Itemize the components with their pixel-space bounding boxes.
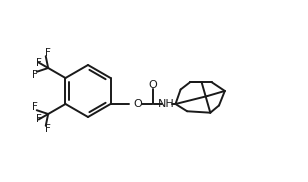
Text: F: F — [32, 70, 38, 80]
Text: O: O — [148, 80, 157, 90]
Text: F: F — [36, 58, 42, 68]
Text: F: F — [32, 102, 38, 112]
Text: O: O — [133, 99, 142, 109]
Text: F: F — [45, 48, 51, 58]
Text: F: F — [36, 114, 42, 124]
Text: NH: NH — [158, 99, 175, 109]
Text: F: F — [45, 124, 51, 134]
